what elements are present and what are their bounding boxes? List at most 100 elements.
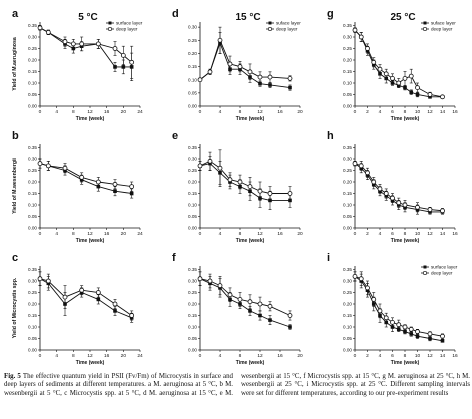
data-point-circle <box>45 278 51 284</box>
legend-label: deep layer <box>431 27 453 32</box>
data-point-square <box>96 297 101 302</box>
y-tick-label: 0.00 <box>188 348 197 353</box>
x-tick-label: 0 <box>199 353 202 359</box>
data-point-circle <box>427 331 433 337</box>
data-point-circle <box>217 165 223 171</box>
data-point-circle <box>371 296 377 302</box>
data-point-circle <box>120 53 126 58</box>
x-tick-label: 16 <box>277 231 283 237</box>
y-tick-label: 0.35 <box>343 23 352 28</box>
y-tick-label: 0.20 <box>28 58 37 63</box>
data-point-circle <box>237 296 243 302</box>
data-point-square <box>440 339 445 343</box>
series-line-2 <box>199 278 291 316</box>
y-tick-label: 0.20 <box>343 58 352 63</box>
x-tick-label: 10 <box>415 231 421 237</box>
x-tick-label: 8 <box>404 231 407 237</box>
legend-marker-square <box>423 21 427 25</box>
x-tick-label: 8 <box>239 109 242 115</box>
data-point-square <box>403 329 407 334</box>
y-tick-label: 0.10 <box>28 203 37 208</box>
data-point-square <box>248 309 252 313</box>
y-tick-label: 0.30 <box>28 35 37 40</box>
y-tick-label: 0.15 <box>28 191 37 196</box>
legend-marker-square <box>268 21 272 25</box>
y-tick-label: 0.10 <box>28 325 37 330</box>
legend-marker-circle <box>422 26 428 32</box>
y-tick-label: 0.20 <box>188 180 197 185</box>
y-tick-label: 0.00 <box>188 104 197 109</box>
x-axis-label: Time (week) <box>236 238 265 244</box>
data-point-circle <box>257 188 263 194</box>
y-tick-label: 0.25 <box>28 168 37 173</box>
y-tick-label: 0.35 <box>28 23 37 28</box>
data-point-circle <box>207 158 213 164</box>
y-tick-label: 0.05 <box>188 336 197 341</box>
x-tick-label: 8 <box>404 353 407 359</box>
y-axis-label: Yield of Microcystis spp. <box>12 277 18 338</box>
data-point-square <box>113 309 117 313</box>
x-tick-label: 0 <box>39 109 42 115</box>
data-point-circle <box>95 290 101 295</box>
x-tick-label: 8 <box>72 353 75 359</box>
data-point-circle <box>37 276 43 282</box>
y-tick-label: 0.10 <box>188 77 197 82</box>
data-point-circle <box>95 179 101 185</box>
data-point-circle <box>247 299 253 305</box>
x-tick-label: 12 <box>87 109 93 115</box>
data-point-circle <box>207 278 213 284</box>
data-point-circle <box>287 313 293 318</box>
y-tick-label: 0.05 <box>28 336 37 341</box>
data-point-circle <box>408 73 414 79</box>
x-tick-label: 4 <box>55 109 58 115</box>
legend-label: suface layer <box>276 21 301 26</box>
data-point-circle <box>396 80 402 86</box>
x-tick-label: 0 <box>354 353 357 359</box>
y-tick-label: 0.20 <box>28 302 37 307</box>
panel-letter-f: f <box>172 252 176 264</box>
data-point-circle <box>371 59 377 65</box>
x-axis-label: Time (week) <box>236 360 265 366</box>
data-point-square <box>258 81 262 86</box>
data-point-circle <box>383 191 389 196</box>
data-point-circle <box>427 207 433 213</box>
x-axis-label: Time (week) <box>391 238 420 244</box>
series-line-1 <box>39 27 132 68</box>
y-tick-label: 0.15 <box>188 64 197 69</box>
x-tick-label: 20 <box>297 231 303 237</box>
x-tick-label: 12 <box>87 353 93 359</box>
data-point-circle <box>237 64 243 69</box>
x-tick-label: 16 <box>277 109 283 115</box>
y-tick-label: 0.25 <box>188 38 197 43</box>
figure-nine-panel-chart: a 5 °C 0.00 0.05 0.10 0.15 0.20 0.25 0.30 0.35 0 4 8… <box>12 8 458 366</box>
panel-f: f 0.00 0.05 0.10 0.15 0.20 0.25 0.30 0.35 0 4 8 12 16… <box>172 252 303 366</box>
data-point-circle <box>427 92 433 97</box>
data-point-circle <box>377 66 383 72</box>
y-tick-label: 0.35 <box>28 267 37 272</box>
legend-marker-square <box>423 265 427 269</box>
x-tick-label: 8 <box>72 109 75 115</box>
x-tick-label: 4 <box>219 109 222 115</box>
data-point-square <box>288 85 292 90</box>
data-point-circle <box>390 319 395 325</box>
data-point-circle <box>207 69 213 75</box>
panel-d: d 15 °C 0.00 0.05 0.10 0.15 0.20 0.25 0.30 0 4 8 12 1… <box>172 8 303 122</box>
y-tick-label: 0.05 <box>28 214 37 219</box>
data-point-circle <box>257 74 263 80</box>
data-point-circle <box>45 163 51 169</box>
y-tick-label: 0.30 <box>188 279 197 284</box>
x-tick-label: 4 <box>379 109 382 115</box>
data-point-circle <box>390 195 395 201</box>
panel-letter-g: g <box>327 8 334 20</box>
data-point-circle <box>227 292 233 298</box>
data-point-circle <box>112 181 118 187</box>
panel-letter-a: a <box>12 8 19 20</box>
x-tick-label: 12 <box>427 109 433 115</box>
data-point-circle <box>383 315 389 321</box>
panel-g: g 25 °C 0.00 0.05 0.10 0.15 0.20 0.25 0.30 0.35 0 2… <box>327 8 458 122</box>
y-tick-label: 0.00 <box>28 104 37 109</box>
x-tick-label: 8 <box>239 353 242 359</box>
y-tick-label: 0.15 <box>28 313 37 318</box>
data-point-circle <box>358 34 364 40</box>
legend-label: surface layer <box>116 21 143 26</box>
